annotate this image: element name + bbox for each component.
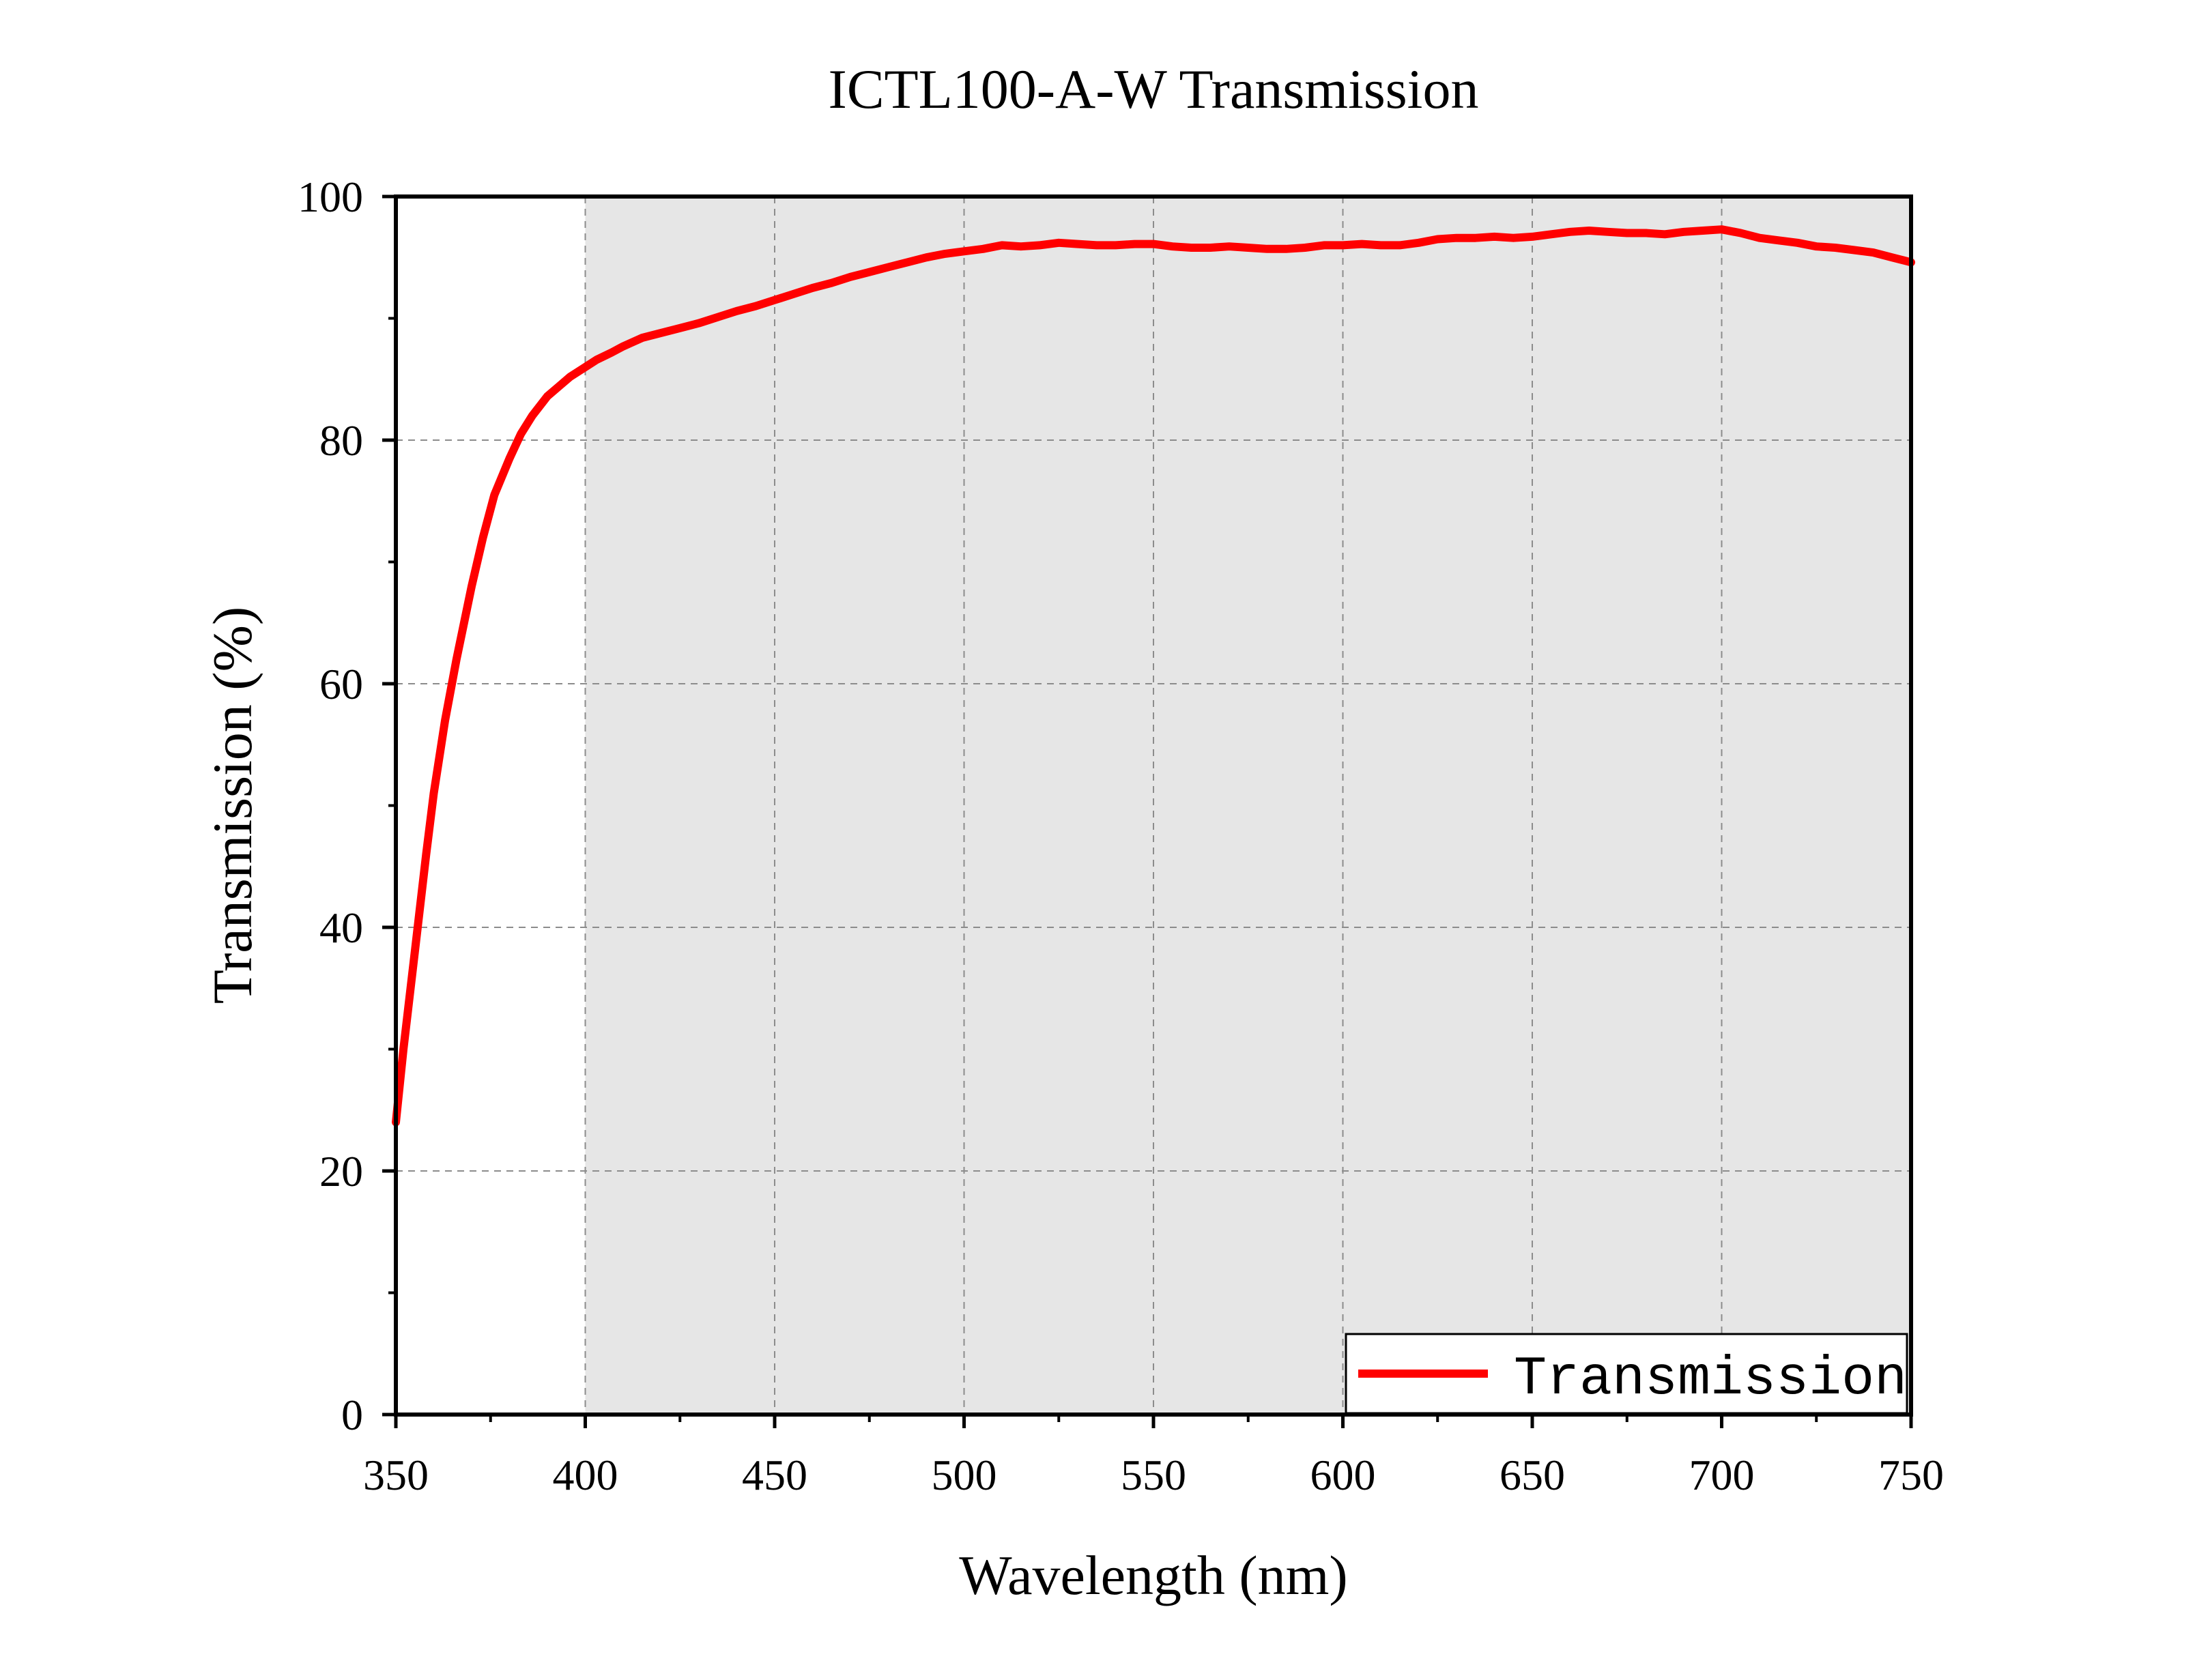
legend-label: Transmission bbox=[1514, 1348, 1907, 1410]
y-axis-label: Transmission (%) bbox=[201, 607, 263, 1004]
shaded-region bbox=[585, 197, 1911, 1415]
legend: Transmission bbox=[1345, 1333, 1908, 1415]
y-tick-label: 40 bbox=[319, 903, 363, 952]
x-axis: 350 400 450 500 550 600 650 700 750 bbox=[363, 1415, 1944, 1499]
chart-title: ICTL100-A-W Transmission bbox=[829, 58, 1479, 120]
x-tick-label: 500 bbox=[932, 1451, 997, 1499]
y-tick-label: 20 bbox=[319, 1147, 363, 1196]
x-tick-label: 550 bbox=[1121, 1451, 1186, 1499]
x-tick-label: 400 bbox=[553, 1451, 618, 1499]
x-tick-label: 350 bbox=[363, 1451, 429, 1499]
y-tick-label: 100 bbox=[298, 173, 363, 221]
y-tick-label: 80 bbox=[319, 416, 363, 465]
series-line-1 bbox=[392, 225, 1915, 1127]
x-tick-label: 700 bbox=[1689, 1451, 1755, 1499]
x-tick-label: 450 bbox=[742, 1451, 807, 1499]
x-tick-label: 750 bbox=[1878, 1451, 1944, 1499]
y-axis: 0 20 40 60 80 100 bbox=[298, 173, 396, 1439]
y-tick-label: 0 bbox=[341, 1391, 363, 1439]
grid bbox=[396, 197, 1911, 1415]
x-axis-label: Wavelength (nm) bbox=[959, 1544, 1347, 1606]
x-tick-label: 600 bbox=[1310, 1451, 1376, 1499]
y-tick-label: 60 bbox=[319, 660, 363, 708]
x-tick-label: 650 bbox=[1500, 1451, 1565, 1499]
data-series bbox=[392, 225, 1915, 1127]
